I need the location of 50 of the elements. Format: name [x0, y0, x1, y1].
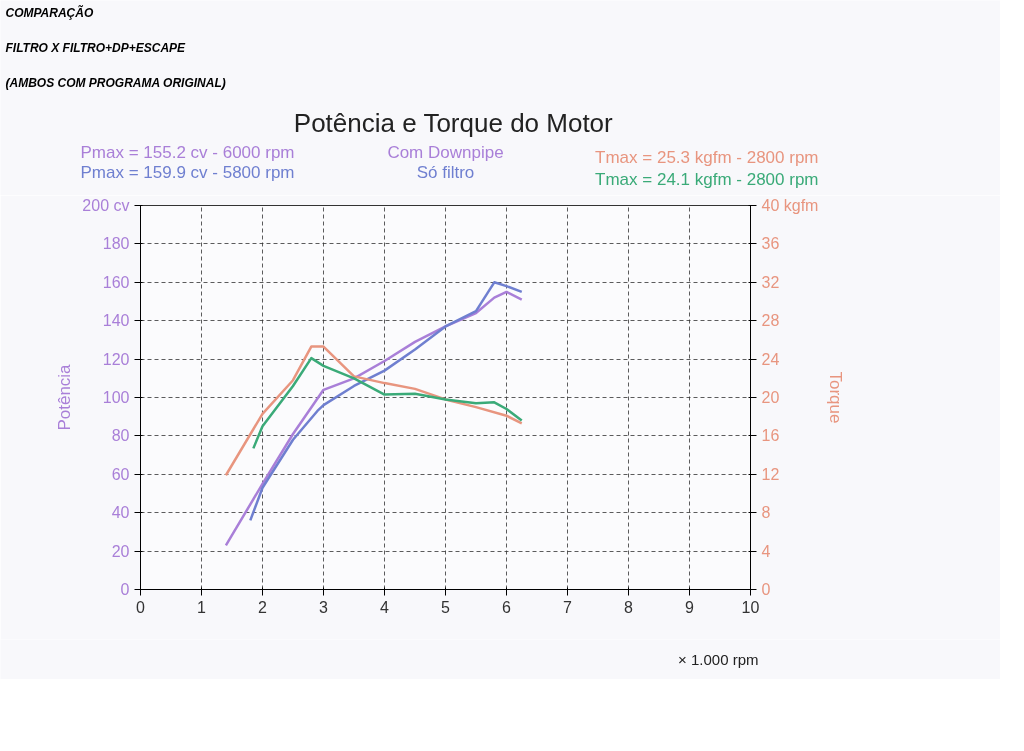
x-tick-label: 2: [258, 598, 268, 616]
y2-tick-label: 24: [761, 350, 780, 368]
y2-tick-label: 0: [761, 581, 771, 598]
y2-axis-title: Torque: [826, 371, 846, 424]
y2-tick-label: 40 kgfm: [761, 197, 819, 214]
y2-tick-label: 20: [761, 389, 780, 406]
y-tick-label: 100: [102, 389, 130, 406]
text: (AMBOS COM PROGRAMA ORIGINAL): [5, 75, 226, 90]
text: Com Downpipe: [387, 143, 504, 162]
line-series: [249, 281, 523, 522]
x-tick-label: 5: [441, 598, 451, 616]
y-tick-label: 160: [102, 273, 130, 291]
text: COMPARAÇÃO: [5, 4, 94, 20]
y2-tick-label: 28: [761, 312, 780, 330]
y2-tick-label: 16: [761, 427, 780, 445]
x-tick-label: 7: [563, 598, 573, 616]
text: FILTRO X FILTRO+DP+ESCAPE: [5, 40, 187, 55]
text: Tmax = 24.1 kgfm - 2800 rpm: [595, 170, 819, 189]
x-tick-label: 3: [319, 598, 329, 616]
y-tick-label: 20: [111, 542, 130, 560]
y-tick-label: 60: [111, 465, 130, 483]
x-tick-label: 4: [380, 598, 390, 616]
y-tick-label: 0: [120, 581, 130, 598]
x-tick-label: 0: [136, 598, 146, 616]
y-tick-label: 40: [111, 504, 130, 522]
text: Pmax = 155.2 cv - 6000 rpm: [80, 143, 295, 162]
x-tick-label: 1: [197, 598, 207, 616]
y-tick-label: 180: [102, 235, 130, 253]
chart-title: Potência e Torque do Motor: [293, 107, 614, 138]
y2-tick-label: 12: [761, 465, 780, 483]
x-tick-label: 9: [685, 598, 695, 616]
y2-tick-label: 32: [761, 273, 780, 291]
y-tick-label: 140: [102, 312, 130, 330]
y2-tick-label: 8: [761, 504, 771, 522]
x-tick-label: 6: [502, 598, 512, 616]
line-series: [224, 345, 523, 477]
text: Pmax = 159.9 cv - 5800 rpm: [80, 163, 295, 182]
y-tick-label: 80: [111, 427, 130, 445]
x-tick-label: 8: [624, 598, 634, 616]
line-series: [224, 290, 523, 547]
y-tick-label: 200 cv: [82, 197, 130, 214]
text: Só filtro: [416, 163, 475, 182]
y-axis-title: Potência: [55, 363, 75, 431]
y2-tick-label: 4: [761, 542, 771, 560]
line-series: [252, 356, 523, 450]
x-tick-label: 10: [741, 598, 760, 616]
y2-tick-label: 36: [761, 235, 780, 253]
y-tick-label: 120: [102, 350, 130, 368]
text: Tmax = 25.3 kgfm - 2800 rpm: [595, 148, 819, 167]
x-axis-title: × 1.000 rpm: [678, 651, 759, 668]
